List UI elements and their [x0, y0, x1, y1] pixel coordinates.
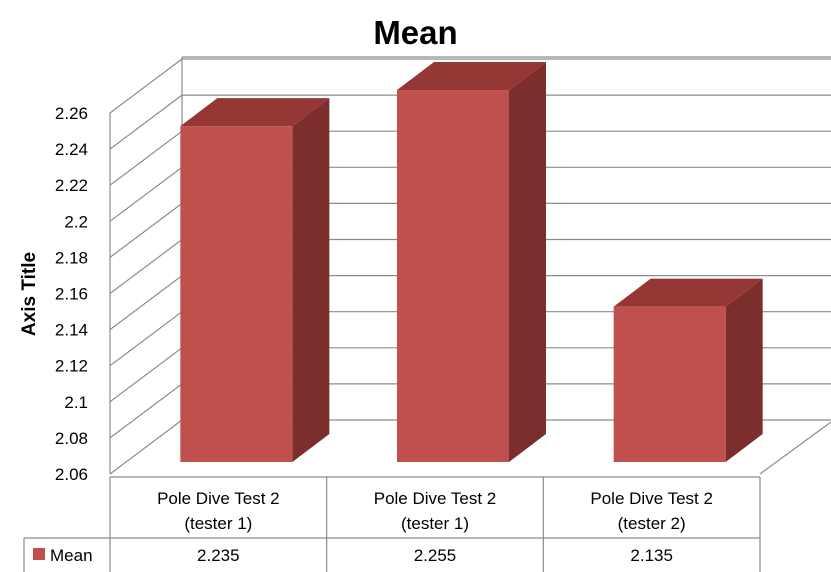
gridline-side	[109, 58, 183, 114]
y-tick-label: 2.22	[55, 176, 88, 195]
x-category-label: Pole Dive Test 2	[157, 489, 280, 508]
bar-2	[397, 62, 546, 463]
gridline-side	[109, 202, 183, 258]
bar-side-face	[292, 98, 330, 462]
bar-3	[613, 278, 763, 462]
x-category-label: (tester 2)	[618, 514, 686, 533]
bar-front-face	[397, 90, 509, 463]
gridline-side	[109, 94, 183, 150]
bar-front-face	[613, 306, 726, 462]
gridline-side	[109, 347, 183, 403]
x-category-label: Pole Dive Test 2	[590, 489, 713, 508]
x-category-label: (tester 1)	[184, 514, 252, 533]
bar-1	[180, 98, 330, 462]
y-tick-label: 2.12	[55, 357, 88, 376]
y-tick-label: 2.26	[55, 104, 88, 123]
x-category-label: (tester 1)	[401, 514, 469, 533]
data-table-value: 2.135	[630, 546, 673, 565]
gridline-side	[109, 383, 183, 439]
gridline-side	[109, 130, 183, 186]
bar-side-face	[509, 62, 546, 463]
gridline-side	[109, 311, 183, 367]
y-tick-label: 2.2	[64, 212, 88, 231]
gridline-side	[109, 166, 183, 222]
y-tick-label: 2.14	[55, 321, 88, 340]
bar-top-face	[180, 98, 330, 127]
chart-title: Mean	[373, 14, 458, 51]
bar-side-face	[725, 278, 763, 462]
y-tick-label: 2.16	[55, 285, 88, 304]
bar-top-face	[613, 278, 763, 307]
y-tick-label: 2.18	[55, 248, 88, 267]
data-table-value: 2.255	[414, 546, 457, 565]
legend-key-swatch	[33, 548, 45, 560]
y-tick-label: 2.24	[55, 140, 88, 159]
y-tick-label: 2.08	[55, 429, 88, 448]
bar-top-face	[397, 62, 546, 91]
gridline-side	[109, 275, 183, 331]
data-table-value: 2.235	[197, 546, 240, 565]
legend-series-name: Mean	[50, 546, 93, 565]
y-tick-label: 2.06	[55, 465, 88, 484]
gridline-side	[109, 419, 183, 475]
x-category-label: Pole Dive Test 2	[374, 489, 497, 508]
bar-front-face	[180, 126, 293, 462]
y-tick-labels: 2.06 2.08 2.1 2.12 2.14 2.16 2.18 2.2 2.22 2.24 2.…	[55, 104, 88, 484]
data-table: Pole Dive Test 2 (tester 1) 2.235 Pole Dive…	[23, 476, 761, 572]
floor-right-edge	[759, 421, 831, 475]
gridline-side	[109, 239, 183, 294]
y-tick-label: 2.1	[64, 393, 88, 412]
bars	[180, 62, 763, 463]
